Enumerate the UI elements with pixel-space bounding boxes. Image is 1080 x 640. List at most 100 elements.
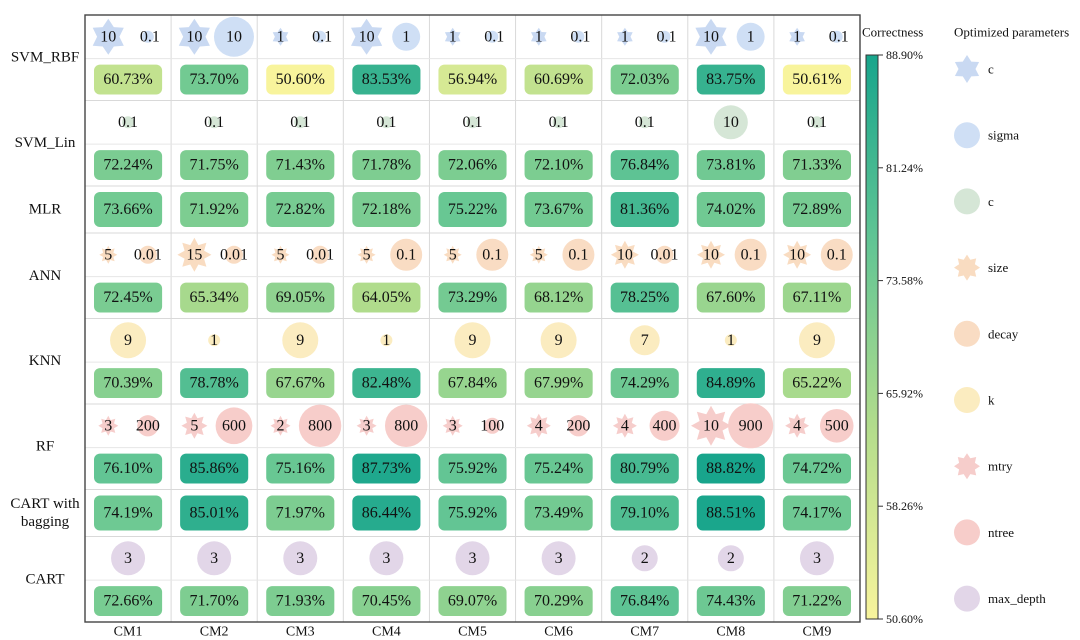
correctness-cell [94,64,163,95]
correctness-label: 60.73% [103,71,152,88]
column-label: CM4 [372,625,401,640]
param-value: 5 [363,246,371,263]
correctness-cell [782,282,851,313]
legend-marker-circle [954,519,980,546]
legend-marker-circle [954,320,980,347]
correctness-cell [180,453,249,484]
param-marker-circle [137,415,159,437]
param-value: 10 [703,417,719,434]
correctness-label: 76.84% [620,157,669,174]
param-value: 1 [793,28,801,45]
correctness-label: 70.29% [534,593,583,610]
legend-marker-circle [954,387,980,413]
param-marker-circle [298,404,342,448]
param-value: 10 [617,246,633,263]
colorbar-tick-label: 58.26% [886,499,923,513]
row-label: SVM_Lin [15,135,76,151]
correctness-cell [782,150,851,180]
param-marker-circle [294,116,307,129]
row-label: bagging [21,514,70,530]
param-marker-circle [283,541,318,576]
correctness-label: 73.81% [706,157,755,174]
correctness-cell [94,453,163,484]
legend-label: sigma [988,128,1019,143]
param-value: 3 [555,550,563,567]
param-marker-circle [213,16,254,57]
param-marker-circle [208,334,221,347]
column-label: CM8 [716,625,745,640]
param-value: 2 [727,550,735,567]
correctness-label: 74.43% [706,593,755,610]
param-marker-star [610,240,639,269]
param-value: 0.1 [396,246,416,263]
correctness-cell [438,282,507,313]
correctness-label: 71.70% [190,593,239,610]
param-value: 0.01 [306,246,334,263]
correctness-cell [610,453,679,484]
param-value: 7 [641,332,649,349]
param-value: 0.1 [140,28,160,45]
param-marker-star [697,240,725,269]
param-marker-circle [736,22,765,51]
correctness-cell [610,368,679,398]
param-value: 4 [621,417,629,434]
param-marker-circle [311,245,330,264]
correctness-cell [696,282,765,313]
correctness-label: 72.10% [534,157,583,174]
param-value: 9 [555,332,563,349]
correctness-label: 50.61% [792,71,841,88]
param-marker-circle [819,409,854,443]
param-marker-star [617,27,633,46]
param-marker-star [351,18,383,55]
param-value: 0.1 [570,28,590,45]
param-value: 0.1 [829,28,849,45]
correctness-label: 87.73% [362,460,411,477]
colorbar-title: Correctness [862,25,923,40]
correctness-cell [180,150,249,180]
correctness-cell [94,282,163,313]
param-marker-star [270,415,291,436]
legend-label: decay [988,326,1019,341]
correctness-label: 71.78% [362,157,411,174]
param-value: 0.1 [827,246,847,263]
legend-label: c [988,62,994,77]
param-marker-star [92,18,124,55]
param-value: 100 [480,417,504,434]
param-value: 10 [100,28,116,45]
correctness-label: 72.18% [362,201,411,218]
param-value: 1 [747,28,755,45]
param-marker-circle [562,238,595,271]
correctness-label: 71.33% [792,157,841,174]
param-value: 1 [402,28,410,45]
param-value: 800 [308,417,332,434]
correctness-cell [352,282,421,313]
column-label: CM5 [458,625,487,640]
correctness-label: 74.72% [792,460,841,477]
correctness-label: 68.12% [534,289,583,306]
correctness-label: 75.22% [448,201,497,218]
column-label: CM2 [200,625,229,640]
correctness-cell [782,191,851,228]
column-label: CM7 [630,625,659,640]
param-value: 0.1 [568,246,588,263]
param-value: 10 [186,28,202,45]
correctness-cell [180,368,249,398]
param-value: 9 [469,332,477,349]
correctness-cell [438,368,507,398]
param-marker-circle [552,116,565,129]
correctness-label: 72.89% [792,201,841,218]
param-marker-circle [649,410,680,441]
correctness-label: 73.49% [534,504,583,521]
param-marker-star [444,27,461,46]
param-marker-circle [540,322,577,359]
param-marker-circle [728,403,774,449]
correctness-cell [352,64,421,95]
param-value: 0.1 [484,28,504,45]
param-value: 9 [124,332,132,349]
correctness-label: 67.67% [276,375,325,392]
correctness-cell [266,453,335,484]
correctness-label: 72.82% [276,201,325,218]
param-marker-circle [567,415,590,437]
param-marker-circle [655,245,674,264]
correctness-label: 75.24% [534,460,583,477]
